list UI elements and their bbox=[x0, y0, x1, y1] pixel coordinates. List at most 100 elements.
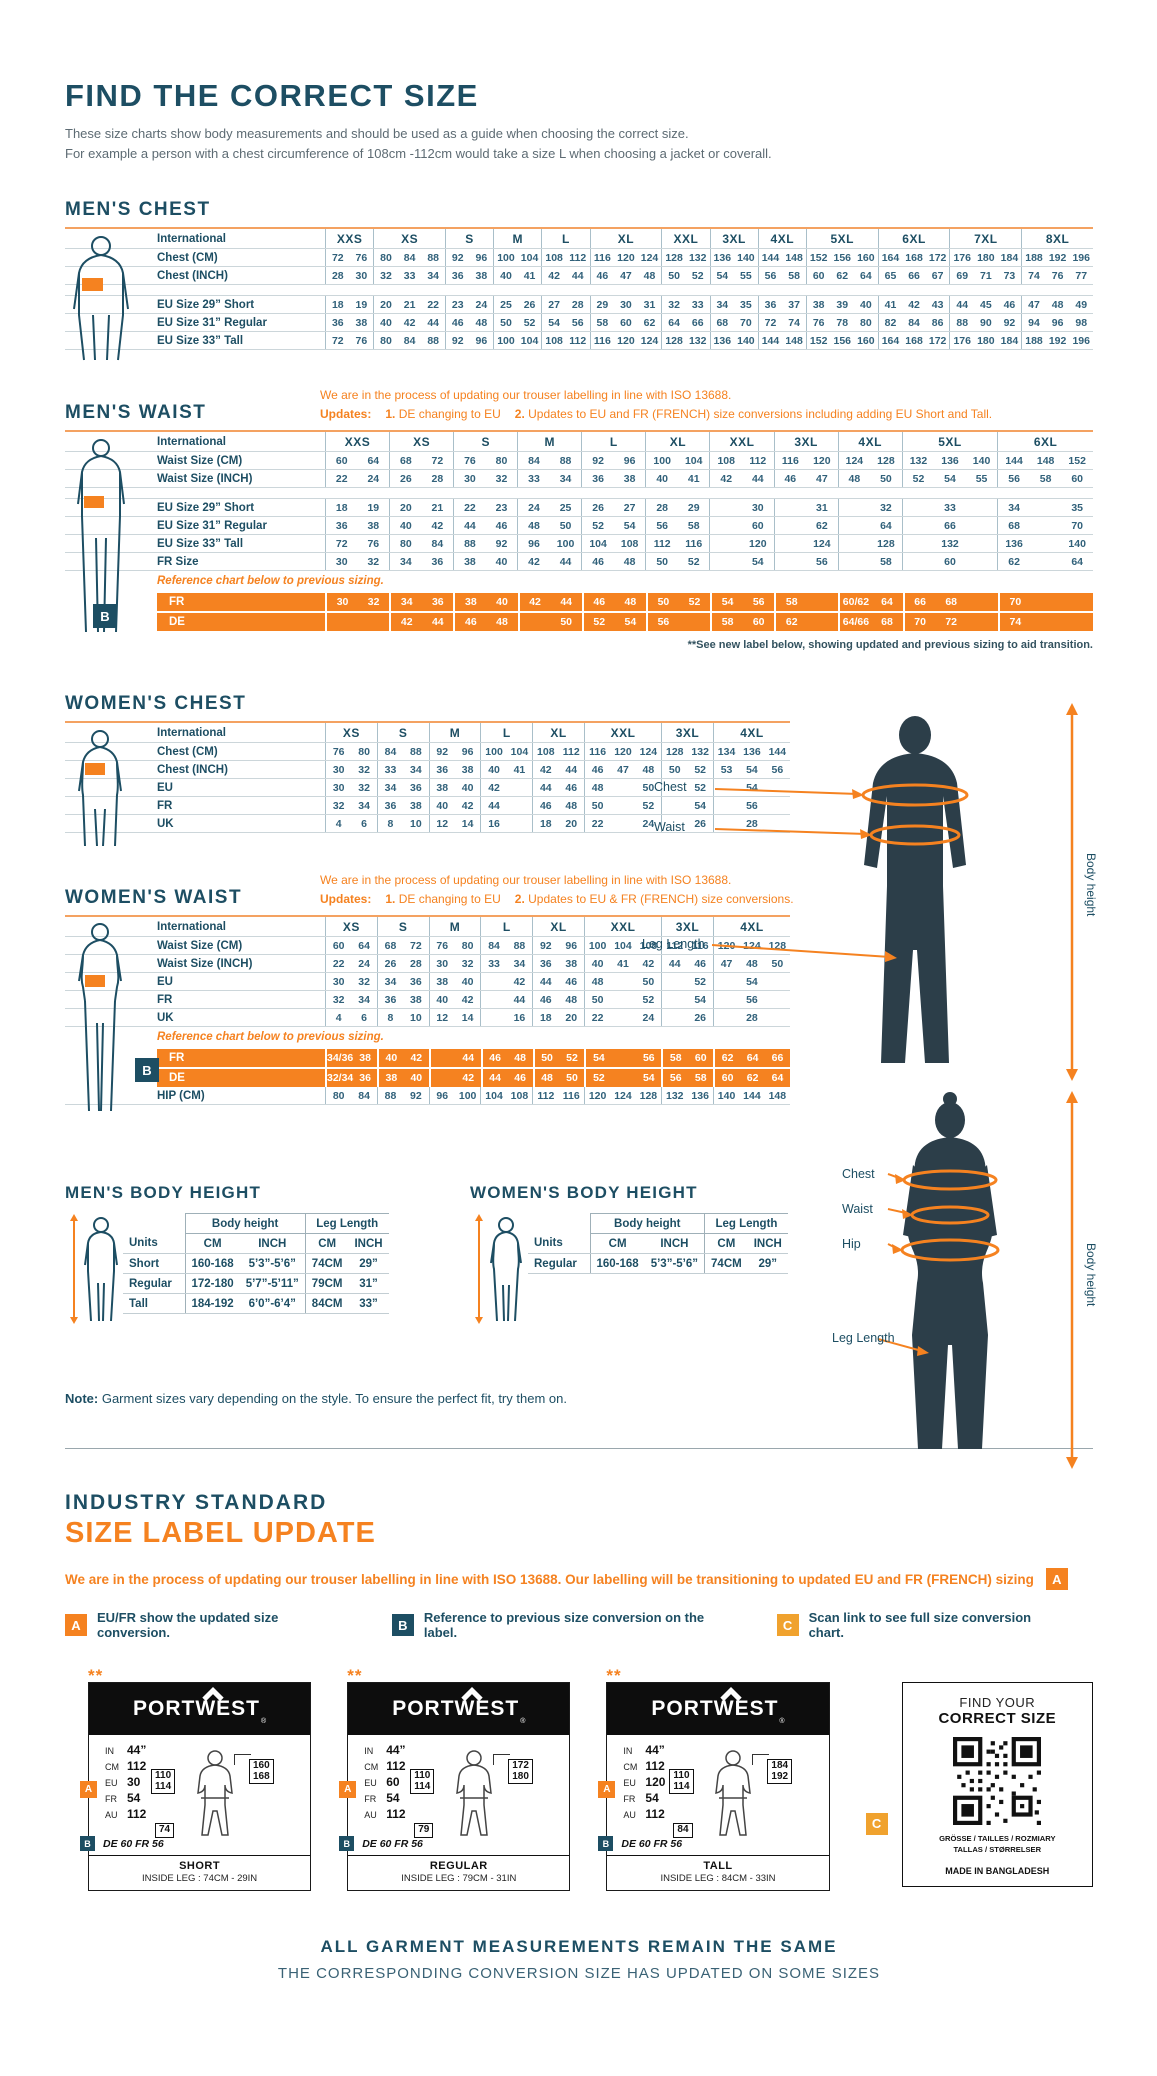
size-value: 36 bbox=[359, 1072, 371, 1084]
legend-item-b: B Reference to previous size conversion … bbox=[391, 1610, 733, 1640]
size-cell: 74 76 77 bbox=[1021, 267, 1093, 284]
portwest-logo: PORTWEST ® bbox=[348, 1683, 570, 1735]
previous-size-line: B DE 60 FR 56 bbox=[598, 1836, 682, 1851]
size-cell: 33 bbox=[901, 499, 998, 516]
size-value: 58 bbox=[669, 1052, 682, 1064]
cell-value: 6’0”-6’4” bbox=[239, 1293, 306, 1314]
size-value: 14 bbox=[461, 817, 474, 830]
cell-value: 33” bbox=[348, 1293, 389, 1314]
updates-label: Updates: bbox=[320, 891, 372, 906]
size-header-cell: M bbox=[517, 432, 581, 451]
column-header: International bbox=[157, 232, 227, 245]
row-label: Waist Size (INCH) bbox=[157, 957, 253, 970]
size-cell: 42 44 bbox=[541, 267, 589, 284]
size-value: 64/66 bbox=[842, 616, 870, 628]
size-value: 38 bbox=[812, 298, 825, 311]
size-value: 40 bbox=[656, 472, 668, 485]
size-value: 176 bbox=[953, 334, 971, 347]
size-value: 44 bbox=[464, 519, 476, 532]
unit: FR bbox=[623, 1794, 636, 1804]
asterisks: ** bbox=[347, 1666, 363, 1685]
asterisks: ** bbox=[606, 1666, 622, 1685]
size-cell: 108 112 bbox=[532, 743, 584, 760]
size-cell: 50 bbox=[517, 613, 582, 631]
size-value: 32 bbox=[668, 298, 680, 311]
table-row: Units CM INCH CM INCH bbox=[123, 1233, 389, 1254]
size-cell: 42 bbox=[428, 1069, 481, 1087]
size-value: 38 bbox=[367, 519, 380, 532]
size-value: 44 bbox=[560, 596, 572, 608]
size-value: 64 bbox=[880, 519, 892, 532]
size-cell: 104 108 bbox=[480, 1087, 532, 1104]
qr-code-icon bbox=[953, 1737, 1042, 1825]
size-value: 128 bbox=[665, 334, 683, 347]
size-cell: 84 88 bbox=[517, 452, 581, 469]
size-cell: 48 50 bbox=[517, 517, 581, 534]
size-value: 80 bbox=[380, 251, 392, 264]
size-cell: 60 64 bbox=[325, 452, 389, 469]
size-cell: 29 30 31 bbox=[589, 296, 662, 313]
size-cell: 66 bbox=[901, 517, 998, 534]
size-value: 88 bbox=[384, 1089, 397, 1102]
size-cell: 36 38 bbox=[376, 991, 429, 1008]
size-cell: 44 45 46 bbox=[949, 296, 1021, 313]
size-value: 32/34 bbox=[327, 1072, 354, 1084]
size-label: 6XL bbox=[1033, 434, 1058, 449]
size-value: 84 bbox=[403, 334, 416, 347]
size-value: 44 bbox=[539, 781, 552, 794]
size-cell: 47 48 49 bbox=[1021, 296, 1093, 313]
brand-name: PORTWEST bbox=[133, 1697, 261, 1720]
size-value: 64 bbox=[1071, 555, 1084, 568]
size-header-cell: XXL bbox=[583, 723, 661, 742]
size-cell: 56 58 bbox=[645, 517, 709, 534]
previous-sizes: DE 60 FR 56 bbox=[362, 1837, 423, 1850]
size-value: 112 bbox=[749, 454, 767, 467]
size-cell: 34 36 bbox=[389, 553, 453, 570]
size-cell: 80 84 bbox=[325, 1087, 377, 1104]
b-badge: B bbox=[598, 1836, 614, 1851]
size-value: 68 bbox=[716, 316, 729, 329]
size-value: 38 bbox=[623, 472, 636, 485]
size-value: 64 bbox=[367, 454, 380, 467]
size-value: 69 bbox=[956, 269, 969, 282]
size-value: 50 bbox=[566, 1072, 578, 1084]
b-badge: B bbox=[80, 1836, 95, 1851]
size-value: 84 bbox=[384, 745, 397, 758]
size-header-cell: 7XL bbox=[949, 229, 1021, 248]
column-header: International bbox=[157, 920, 227, 933]
size-value: 144 bbox=[1005, 454, 1023, 467]
portwest-logo: PORTWEST ® bbox=[607, 1683, 829, 1735]
size-value: 48 bbox=[541, 1072, 553, 1084]
size-value: 192 bbox=[1048, 334, 1067, 347]
column-header: International bbox=[157, 435, 227, 448]
size-cell: 50 52 bbox=[493, 314, 541, 331]
size-value: 50 bbox=[657, 596, 670, 608]
size-value: 21 bbox=[403, 298, 416, 311]
fit-name: TALL bbox=[703, 1860, 733, 1872]
size-value: 124 bbox=[640, 334, 659, 347]
table-header-row: International XS S M L XL XXL 3XL 4XL bbox=[65, 723, 790, 743]
size-cell: 18 20 bbox=[532, 815, 584, 832]
size-value: 18 bbox=[539, 1011, 552, 1024]
size-value: 46 bbox=[591, 763, 604, 776]
body-height-label: Body height bbox=[1084, 853, 1098, 917]
size-cell: 40 42 bbox=[428, 991, 481, 1008]
size-value: 188 bbox=[1025, 251, 1043, 264]
womens-chest-title: WOMEN'S CHEST bbox=[65, 693, 247, 714]
female-silhouette bbox=[877, 1091, 1078, 1469]
size-header-cell: 4XL bbox=[837, 432, 902, 451]
size-cell: 58 bbox=[774, 593, 838, 611]
portwest-logo: PORTWEST ® bbox=[89, 1683, 311, 1735]
size-value: 36 bbox=[436, 763, 449, 776]
previous-size-line: B DE 60 FR 56 bbox=[80, 1836, 164, 1851]
size-header-cell: L bbox=[541, 229, 589, 248]
size-cell: 136 140 bbox=[709, 249, 758, 266]
row-label: EU Size 33” Tall bbox=[157, 334, 244, 347]
language-sizes-text: GRÖSSE / TAILLES / ROZMIARY TALLAS / STØ… bbox=[939, 1834, 1056, 1855]
size-cell: 70 72 bbox=[902, 613, 998, 631]
size-cell: 34 36 bbox=[389, 593, 453, 611]
size-value: 108 bbox=[545, 251, 563, 264]
column-header: INCH bbox=[644, 1233, 705, 1254]
size-cell bbox=[325, 613, 389, 631]
